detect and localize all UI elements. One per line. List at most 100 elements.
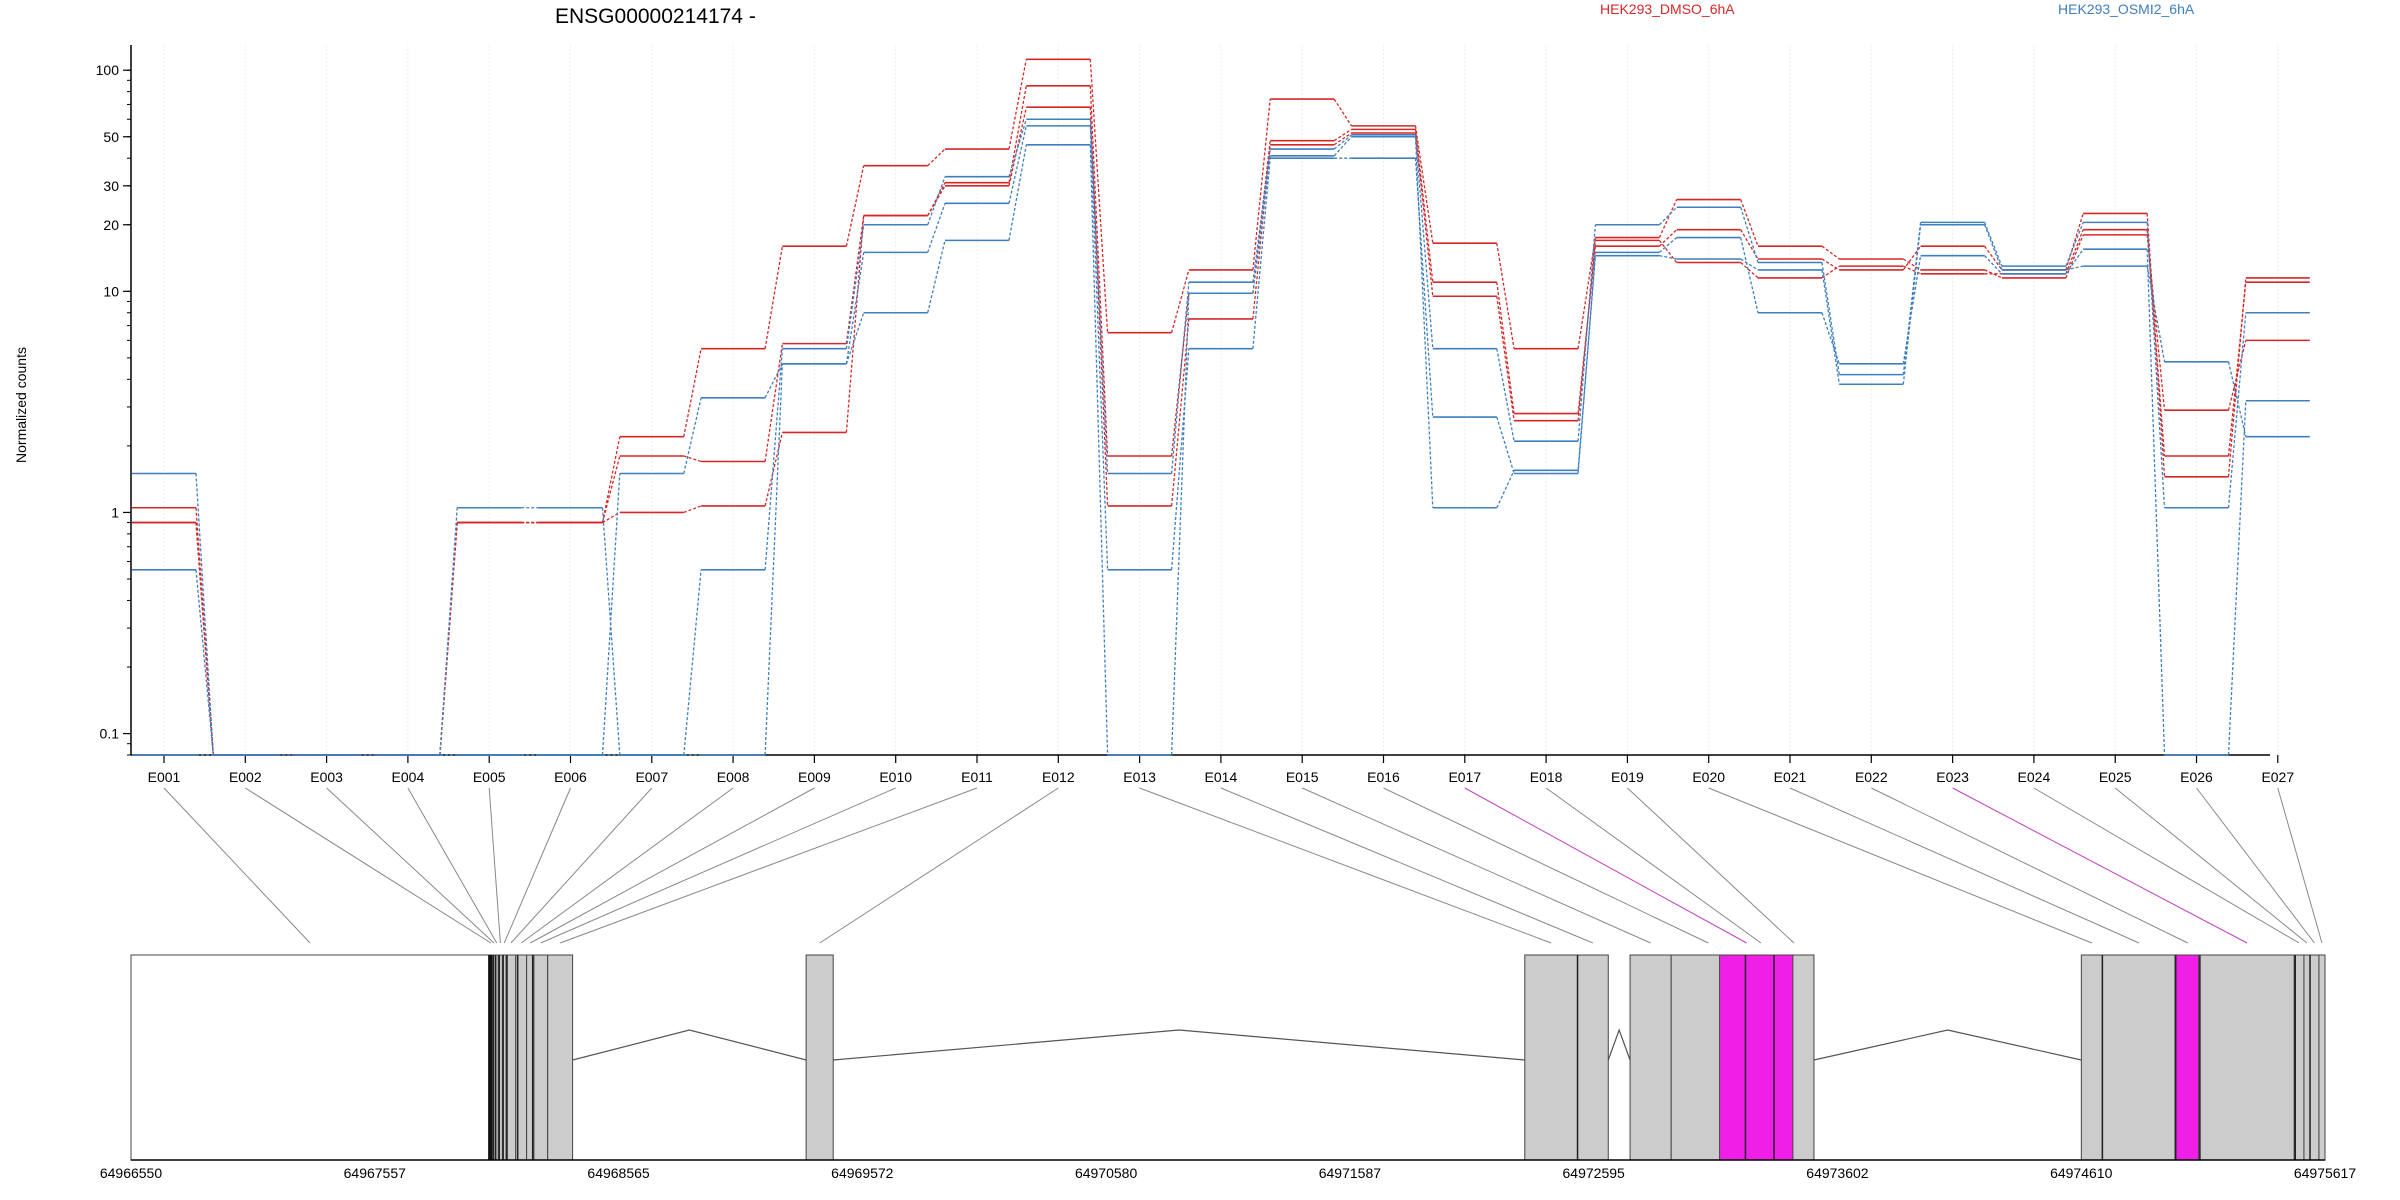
x-tick-label: E009 <box>798 769 831 785</box>
y-tick-label: 20 <box>103 217 119 233</box>
x-tick-label: E006 <box>554 769 587 785</box>
y-tick-label: 30 <box>103 178 119 194</box>
series-connector <box>927 203 946 253</box>
x-tick-label: E021 <box>1774 769 1807 785</box>
exon-connector <box>488 787 501 944</box>
series-connector <box>2146 249 2166 756</box>
series-connector <box>845 215 865 344</box>
highlighted-exon-region <box>1719 954 1794 1161</box>
series-connector <box>1414 132 1434 297</box>
series-connector <box>764 348 784 570</box>
x-tick-label: E012 <box>1042 769 1075 785</box>
exon-connector <box>510 787 653 944</box>
exon-connector <box>1301 787 1651 944</box>
series-connector <box>1821 245 1840 260</box>
exon-connector <box>559 787 978 944</box>
series-connector <box>1008 125 1027 204</box>
exon-connector <box>1627 787 1795 944</box>
series-connector <box>1170 348 1190 570</box>
exon-box <box>547 954 574 1161</box>
series-connector <box>764 363 783 399</box>
y-tick-label: 100 <box>96 62 120 78</box>
x-tick-label: E011 <box>961 769 993 785</box>
exon-connector <box>503 787 571 944</box>
series-connector <box>1658 237 1678 253</box>
coordinate-label: 64974610 <box>2050 1165 2113 1181</box>
y-tick-label: 1 <box>111 504 119 520</box>
exon-connector-lines <box>163 787 2323 944</box>
series-connector <box>1984 255 2003 275</box>
series-connector <box>927 176 946 225</box>
series-connector <box>195 522 214 756</box>
series-connector <box>1983 222 2003 267</box>
series-connector <box>2065 265 2084 271</box>
exon-connector <box>1789 787 2140 944</box>
x-tick-label: E020 <box>1692 769 1725 785</box>
series-connector <box>1414 129 1434 283</box>
x-tick-label: E018 <box>1530 769 1563 785</box>
exon-connector <box>2196 787 2315 944</box>
y-tick-label: 0.1 <box>100 726 120 742</box>
series-connector <box>1089 125 1109 570</box>
exon-box <box>1629 954 1672 1161</box>
x-tick-label: E019 <box>1611 769 1644 785</box>
exon-box <box>1577 954 1609 1161</box>
intron-line <box>1607 1028 1631 1061</box>
legend-label-osmi2: HEK293_OSMI2_6hA <box>2058 1 2195 17</box>
exon-box <box>2199 954 2295 1161</box>
series-connector <box>1984 245 2003 271</box>
exon-connector <box>326 787 495 944</box>
series-connector <box>1821 312 1840 365</box>
series-connector <box>2065 229 2084 275</box>
series-connector <box>1496 416 1515 474</box>
series-connector <box>1902 255 1922 364</box>
y-axis-label: Normalized counts <box>13 347 29 463</box>
series-connector <box>1984 269 2003 279</box>
series-lines <box>132 58 2310 756</box>
highlighted-exon-region <box>2174 954 2200 1161</box>
x-tick-label: E002 <box>229 769 262 785</box>
series-connector <box>1089 59 1109 333</box>
series-connector <box>1333 134 1352 150</box>
series-connector <box>1089 144 1109 756</box>
x-tick-label: E001 <box>148 769 181 785</box>
series-connector <box>764 432 784 507</box>
x-tick-label: E022 <box>1855 769 1888 785</box>
exon-box <box>805 954 834 1161</box>
x-tick-label: E016 <box>1367 769 1400 785</box>
series-connector <box>683 505 702 514</box>
series-connector <box>2065 234 2084 279</box>
series-connector <box>683 569 702 756</box>
series-connector <box>845 312 865 365</box>
exon-connector <box>1383 787 1709 944</box>
series-connector <box>1414 136 1434 508</box>
series-connector <box>683 348 702 437</box>
series-connector <box>1414 134 1434 349</box>
x-tick-label: E025 <box>2099 769 2132 785</box>
exon-box <box>130 954 490 1161</box>
coordinate-label: 64971587 <box>1319 1165 1382 1181</box>
series-connector <box>1496 296 1515 421</box>
series-connector <box>1333 136 1352 157</box>
exon-box <box>533 954 549 1161</box>
exon-box <box>2303 954 2311 1161</box>
series-connector <box>601 436 621 523</box>
y-tick-label: 10 <box>103 283 119 299</box>
series-connector <box>1252 99 1271 270</box>
exon-connector <box>163 787 311 944</box>
series-connector <box>845 224 865 349</box>
series-connector <box>1496 470 1515 509</box>
series-connector <box>439 507 458 756</box>
series-connector <box>1089 119 1109 474</box>
exon-box <box>2101 954 2177 1161</box>
series-connector <box>2227 277 2247 477</box>
series-connector <box>1658 229 1678 247</box>
series-connector <box>1089 107 1109 506</box>
series-connector <box>1659 255 1677 260</box>
series-connector <box>1577 246 1597 414</box>
x-tick-label: E005 <box>473 769 506 785</box>
series-line <box>132 135 2310 756</box>
exon-connector <box>2277 787 2323 944</box>
x-tick-label: E004 <box>392 769 425 785</box>
